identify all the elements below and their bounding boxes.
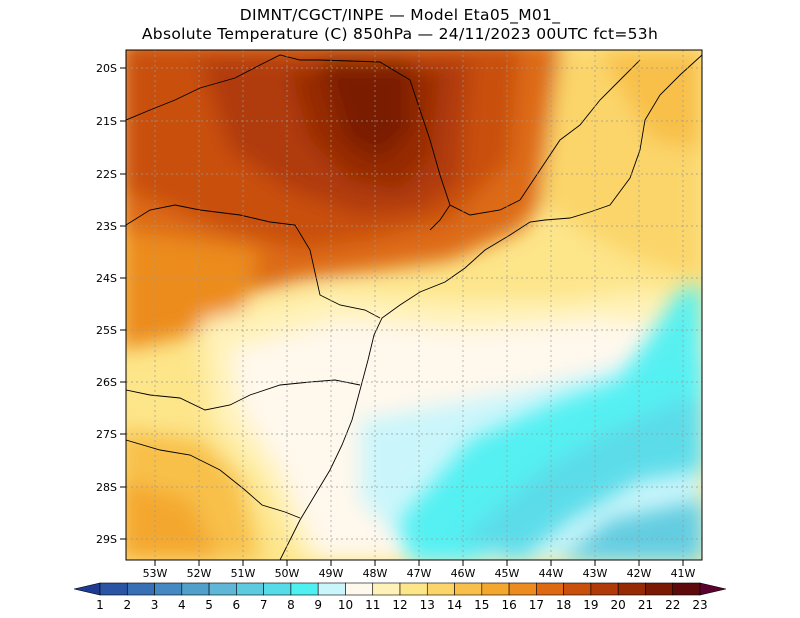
colorbar-label: 20 — [611, 598, 626, 612]
colorbar-label: 19 — [583, 598, 598, 612]
colorbar-label: 12 — [392, 598, 407, 612]
latitude-labels: 20S 21S 22S 23S 24S 25S 26S 27S 28S 29S — [96, 62, 117, 546]
colorbar-swatch — [508, 582, 537, 596]
colorbar-arrow-low — [73, 582, 101, 596]
lon-label: 44W — [539, 567, 564, 580]
lon-label: 53W — [143, 567, 168, 580]
colorbar-swatch — [372, 582, 401, 596]
colorbar-label: 9 — [314, 598, 322, 612]
colorbar-swatch — [345, 582, 374, 596]
temperature-colorbar: 1 2 3 4 5 6 7 8 9 10 11 12 13 14 15 16 17 18 19 20 21 22 23 — [73, 582, 727, 612]
colorbar-label: 5 — [205, 598, 213, 612]
colorbar-swatch — [645, 582, 674, 596]
map-title-line-1: DIMNT/CGCT/INPE — Model Eta05_M01_ — [239, 6, 561, 24]
colorbar-label: 6 — [233, 598, 241, 612]
colorbar-swatch — [590, 582, 619, 596]
lon-label: 42W — [627, 567, 652, 580]
colorbar-label: 17 — [529, 598, 544, 612]
temperature-field — [126, 50, 702, 560]
colorbar-swatch — [317, 582, 346, 596]
colorbar-swatch — [399, 582, 428, 596]
colorbar-label: 23 — [692, 598, 707, 612]
colorbar-label: 18 — [556, 598, 571, 612]
lon-label: 52W — [187, 567, 212, 580]
colorbar-swatch — [263, 582, 292, 596]
lat-label: 27S — [96, 428, 117, 441]
axis-ticks — [120, 67, 684, 566]
colorbar-swatch — [481, 582, 510, 596]
lat-label: 20S — [96, 62, 117, 75]
colorbar-label: 8 — [287, 598, 295, 612]
lon-label: 51W — [231, 567, 256, 580]
lon-label: 49W — [319, 567, 344, 580]
colorbar-swatch — [536, 582, 564, 596]
colorbar-label: 7 — [260, 598, 268, 612]
colorbar-swatch — [617, 582, 646, 596]
lon-label: 47W — [407, 567, 432, 580]
colorbar-swatch — [563, 582, 592, 596]
lon-label: 48W — [363, 567, 388, 580]
colorbar-label: 14 — [447, 598, 462, 612]
colorbar-label: 21 — [638, 598, 653, 612]
lat-label: 23S — [96, 220, 117, 233]
lat-lon-grid — [126, 50, 702, 560]
colorbar-swatch — [126, 582, 155, 596]
colorbar-arrow-high — [699, 582, 727, 596]
colorbar-label: 3 — [151, 598, 159, 612]
colorbar-swatch — [181, 582, 210, 596]
colorbar-swatch — [154, 582, 183, 596]
lat-label: 25S — [96, 324, 117, 337]
lon-label: 45W — [495, 567, 520, 580]
lon-label: 41W — [671, 567, 696, 580]
lat-label: 26S — [96, 376, 117, 389]
colorbar-swatch — [236, 582, 264, 596]
colorbar-swatch — [99, 582, 128, 596]
lat-label: 21S — [96, 115, 117, 128]
colorbar-swatch — [672, 582, 701, 596]
colorbar-swatch — [426, 582, 455, 596]
map-title-line-2: Absolute Temperature (C) 850hPa — 24/11/… — [141, 25, 659, 43]
lon-label: 46W — [451, 567, 476, 580]
colorbar-label: 22 — [665, 598, 680, 612]
lat-label: 22S — [96, 168, 117, 181]
lon-label: 43W — [583, 567, 608, 580]
colorbar-label: 1 — [96, 598, 104, 612]
colorbar-label: 11 — [365, 598, 380, 612]
lat-label: 28S — [96, 481, 117, 494]
lat-label: 29S — [96, 533, 117, 546]
colorbar-label: 2 — [123, 598, 131, 612]
longitude-labels: 53W 52W 51W 50W 49W 48W 47W 46W 45W 44W … — [143, 567, 696, 580]
colorbar-swatch — [208, 582, 237, 596]
colorbar-swatch — [454, 582, 483, 596]
coastline-and-borders — [126, 54, 702, 560]
colorbar-label: 13 — [420, 598, 435, 612]
map-frame — [125, 49, 703, 561]
colorbar-swatch — [290, 582, 319, 596]
lon-label: 50W — [275, 567, 300, 580]
colorbar-label: 16 — [501, 598, 516, 612]
colorbar-label: 4 — [178, 598, 186, 612]
colorbar-label: 15 — [474, 598, 489, 612]
lat-label: 24S — [96, 272, 117, 285]
colorbar-label: 10 — [338, 598, 353, 612]
